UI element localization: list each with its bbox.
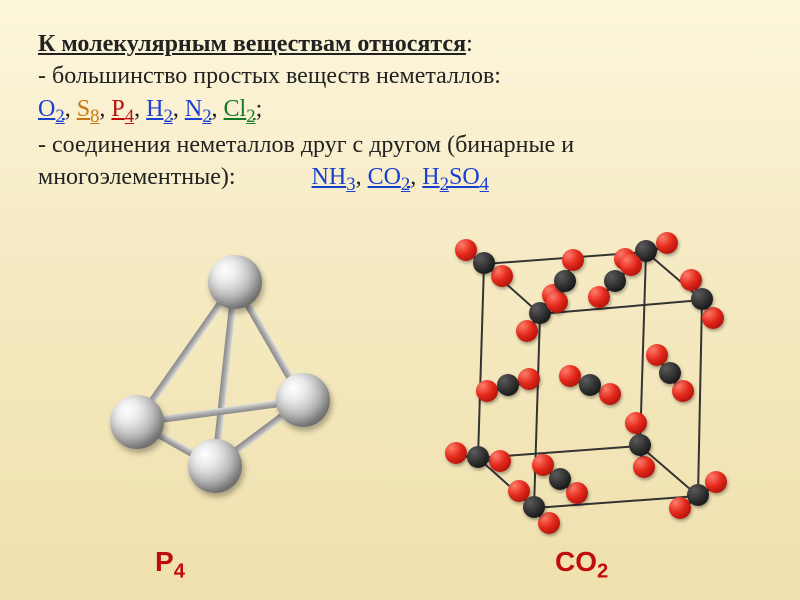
oxygen-atom	[702, 307, 724, 329]
carbon-atom	[579, 374, 601, 396]
formula: CO2	[368, 164, 411, 190]
oxygen-atom	[516, 320, 538, 342]
oxygen-atom	[705, 471, 727, 493]
carbon-atom	[629, 434, 651, 456]
lattice-edge	[697, 300, 703, 496]
oxygen-atom	[625, 412, 647, 434]
bullet-1: - большинство простых веществ неметаллов…	[38, 60, 762, 92]
formula: NH3	[312, 164, 356, 190]
p4-molecule	[80, 255, 340, 495]
formula: N2	[185, 96, 212, 122]
carbon-atom	[691, 288, 713, 310]
lattice-edge	[477, 264, 485, 458]
formula-list-compound: NH3, CO2, H2SO4	[242, 164, 489, 190]
oxygen-atom	[546, 291, 568, 313]
oxygen-atom	[672, 380, 694, 402]
caption-p4: P4	[155, 546, 185, 584]
oxygen-atom	[633, 456, 655, 478]
formula: Cl2	[224, 96, 256, 122]
oxygen-atom	[476, 380, 498, 402]
oxygen-atom	[599, 383, 621, 405]
carbon-atom	[554, 270, 576, 292]
slide-title: К молекулярным веществам относятся	[38, 31, 466, 57]
formula: P4	[111, 96, 134, 122]
carbon-atom	[687, 484, 709, 506]
carbon-atom	[549, 468, 571, 490]
molecule-area	[0, 255, 800, 555]
formula: H2	[146, 96, 173, 122]
caption-co2: CO2	[555, 546, 608, 584]
oxygen-atom	[566, 482, 588, 504]
p4-atom	[110, 395, 164, 449]
oxygen-atom	[538, 512, 560, 534]
formula: O2	[38, 96, 65, 122]
oxygen-atom	[489, 450, 511, 472]
carbon-atom	[497, 374, 519, 396]
oxygen-atom	[491, 265, 513, 287]
bullet-2a: - соединения неметаллов друг с другом (б…	[38, 129, 762, 161]
oxygen-atom	[562, 249, 584, 271]
co2-crystal	[430, 235, 730, 535]
p4-atom	[276, 373, 330, 427]
oxygen-atom	[559, 365, 581, 387]
lattice-edge	[533, 314, 541, 508]
carbon-atom	[604, 270, 626, 292]
p4-atom	[208, 255, 262, 309]
formula: H2SO4	[422, 164, 489, 190]
carbon-atom	[473, 252, 495, 274]
oxygen-atom	[656, 232, 678, 254]
carbon-atom	[523, 496, 545, 518]
formula: S8	[77, 96, 100, 122]
carbon-atom	[467, 446, 489, 468]
bullet-2b: многоэлементные): NH3, CO2, H2SO4	[38, 161, 762, 197]
formula-list-simple: O2, S8, P4, H2, N2, Cl2;	[38, 93, 762, 129]
carbon-atom	[659, 362, 681, 384]
p4-atom	[188, 439, 242, 493]
oxygen-atom	[445, 442, 467, 464]
